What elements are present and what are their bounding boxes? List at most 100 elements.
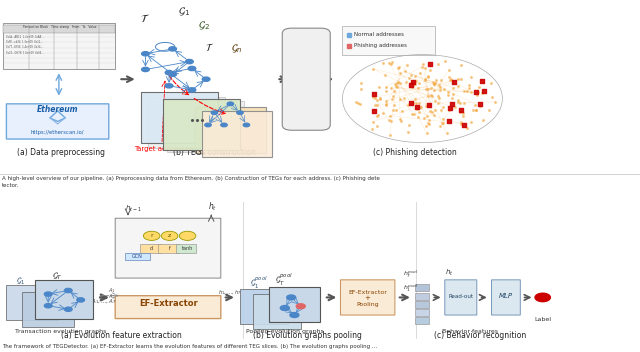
Point [474, 84, 484, 89]
Point [385, 133, 395, 138]
Text: 0x23...GH78  1.5e+09  0x56...: 0x23...GH78 1.5e+09 0x56... [6, 50, 44, 55]
Text: 0xFE...cd34  1.3e+09  0x12...: 0xFE...cd34 1.3e+09 0x12... [6, 40, 43, 44]
Circle shape [65, 307, 72, 312]
Bar [158, 244, 179, 253]
Point [413, 80, 424, 86]
Point [453, 83, 463, 89]
Point [397, 108, 407, 114]
Circle shape [186, 59, 193, 64]
Point [442, 130, 452, 136]
Text: (a) Data preprocessing: (a) Data preprocessing [17, 148, 105, 157]
Point [477, 118, 488, 123]
Point [461, 89, 472, 94]
Point [384, 60, 394, 65]
Point [429, 81, 439, 87]
Bar [415, 317, 429, 324]
FancyBboxPatch shape [115, 218, 221, 278]
Circle shape [77, 298, 84, 302]
Text: tanh: tanh [182, 246, 193, 251]
Point [412, 104, 422, 110]
Point [443, 93, 453, 98]
Point [449, 80, 459, 85]
Point [424, 121, 434, 127]
Point [374, 96, 385, 102]
Point [392, 80, 403, 86]
Point [448, 85, 458, 91]
Point [404, 75, 414, 81]
Point [390, 107, 401, 113]
Point [372, 98, 382, 103]
Point [477, 90, 487, 96]
Point [423, 120, 433, 126]
Text: $\mathcal{G}_1$: $\mathcal{G}_1$ [16, 275, 26, 287]
Point [406, 83, 417, 88]
Point [456, 120, 466, 125]
Point [436, 107, 447, 112]
Text: MLP: MLP [499, 293, 513, 300]
Text: $h_1,\ldots,h_T$: $h_1,\ldots,h_T$ [218, 288, 242, 297]
Bar [140, 244, 161, 253]
Point [420, 65, 430, 71]
Point [479, 88, 489, 93]
Point [429, 81, 439, 87]
Circle shape [169, 47, 177, 51]
FancyBboxPatch shape [445, 280, 477, 315]
Point [414, 100, 424, 106]
Text: (c) Behavior recognition: (c) Behavior recognition [434, 331, 526, 340]
Point [390, 81, 401, 87]
Bar [141, 92, 218, 143]
Point [438, 120, 448, 126]
Point [406, 84, 417, 89]
Text: $\mathcal{G}_n$: $\mathcal{G}_n$ [231, 42, 243, 55]
Text: $\mathcal{G}_T$: $\mathcal{G}_T$ [52, 270, 63, 282]
Point [470, 102, 480, 108]
Circle shape [44, 292, 52, 296]
Point [381, 84, 391, 90]
Bar [3, 23, 115, 69]
Point [388, 107, 398, 113]
Point [438, 104, 448, 110]
Point [476, 103, 486, 109]
Circle shape [141, 52, 149, 56]
Text: d: d [150, 246, 153, 251]
Point [456, 76, 466, 82]
Circle shape [44, 303, 52, 308]
Text: Normal addresses: Normal addresses [354, 32, 404, 37]
Point [458, 110, 468, 116]
Point [387, 118, 397, 123]
Text: $\mathcal{T}$: $\mathcal{T}$ [140, 12, 150, 24]
Point [406, 111, 417, 117]
Point [445, 77, 455, 83]
Point [420, 77, 430, 82]
Point [408, 100, 418, 106]
Point [445, 77, 456, 82]
Point [385, 62, 396, 67]
Point [401, 80, 411, 85]
Point [463, 85, 474, 90]
Point [415, 104, 426, 109]
Point [428, 79, 438, 85]
FancyBboxPatch shape [340, 280, 395, 315]
Point [375, 95, 385, 101]
Text: 0x4d...AB12  1.2e+09  0xAB...: 0x4d...AB12 1.2e+09 0xAB... [6, 34, 44, 39]
Point [455, 100, 465, 105]
Bar [342, 26, 435, 55]
Circle shape [161, 231, 178, 240]
Point [404, 122, 414, 128]
Point [437, 121, 447, 126]
Point [410, 100, 420, 106]
Circle shape [287, 295, 296, 300]
Circle shape [143, 231, 160, 240]
Point [423, 74, 433, 80]
Point [445, 105, 456, 111]
Point [373, 112, 383, 117]
Point [461, 125, 472, 131]
Point [458, 113, 468, 119]
Point [438, 117, 448, 122]
Bar [415, 293, 429, 300]
Point [452, 98, 463, 103]
Bar [202, 111, 272, 157]
Point [470, 89, 481, 95]
Point [435, 87, 445, 93]
Point [392, 84, 402, 89]
